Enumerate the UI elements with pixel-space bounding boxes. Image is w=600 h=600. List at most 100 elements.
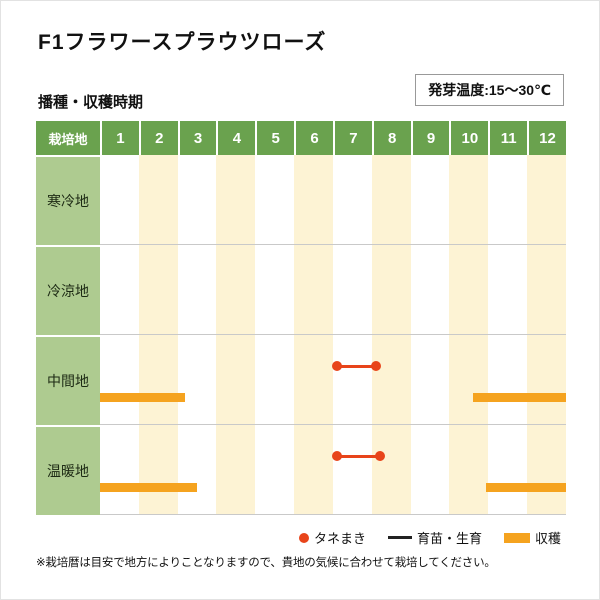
calendar-rows: 寒冷地 冷涼地 中間地 温暖地 (36, 155, 566, 515)
month-column (410, 335, 450, 424)
month-header-row: 1 2 3 4 5 6 7 8 9 10 11 12 (100, 121, 566, 155)
month-column (410, 245, 450, 334)
month-header-7: 7 (332, 121, 372, 155)
month-column (527, 245, 566, 334)
month-column (138, 245, 178, 334)
legend-label: タネまき (313, 531, 366, 546)
month-column (177, 155, 217, 244)
month-column (449, 245, 489, 334)
month-header-2: 2 (138, 121, 178, 155)
month-header-10: 10 (449, 121, 489, 155)
month-column (371, 245, 411, 334)
month-column (294, 425, 333, 514)
month-column (449, 335, 489, 424)
month-column (488, 425, 528, 514)
month-column (138, 425, 178, 514)
growth-line (336, 454, 380, 458)
month-column (138, 155, 178, 244)
red-dot-icon (298, 532, 309, 543)
month-header-12: 12 (527, 121, 566, 155)
sowing-dot-icon (370, 361, 381, 371)
month-header-1: 1 (100, 121, 139, 155)
region-label: 寒冷地 (36, 155, 100, 245)
row-timeline (100, 245, 566, 335)
calendar-row: 寒冷地 (36, 155, 566, 245)
month-column (255, 245, 295, 334)
month-header-8: 8 (371, 121, 411, 155)
sowing-period-marker (331, 451, 385, 461)
section-label: 播種・収穫時期 (38, 94, 144, 111)
page-title: F1フラワースプラウツローズ (38, 31, 327, 54)
month-column (100, 335, 139, 424)
month-column (527, 155, 566, 244)
legend-item: 育苗・生育 (387, 528, 482, 547)
month-column (100, 155, 139, 244)
harvest-period-bar (486, 483, 566, 492)
month-header-11: 11 (488, 121, 528, 155)
month-column (294, 245, 333, 334)
footnote: ※栽培暦は目安で地方によりことなりますので、貴地の気候に合わせて栽培してください… (36, 557, 496, 569)
harvest-period-bar (472, 393, 566, 402)
legend: タネまき 育苗・生育 収穫 (298, 528, 561, 547)
month-column (294, 155, 333, 244)
region-label: 冷涼地 (36, 245, 100, 335)
row-timeline (100, 155, 566, 245)
month-column (332, 425, 372, 514)
month-column (255, 335, 295, 424)
legend-label: 育苗・生育 (416, 531, 482, 546)
planting-calendar: 栽培地 1 2 3 4 5 6 7 8 9 10 11 12 寒冷地 冷涼地 中間地 温暖地 (36, 121, 566, 515)
month-column (488, 245, 528, 334)
region-column-header: 栽培地 (36, 121, 100, 155)
month-column (255, 155, 295, 244)
row-timeline (100, 425, 566, 515)
calendar-row: 冷涼地 (36, 245, 566, 335)
month-column (371, 425, 411, 514)
month-column (177, 425, 217, 514)
month-header-6: 6 (294, 121, 333, 155)
month-column (177, 245, 217, 334)
month-column (100, 425, 139, 514)
month-column (527, 335, 566, 424)
month-header-9: 9 (410, 121, 450, 155)
calendar-header: 栽培地 1 2 3 4 5 6 7 8 9 10 11 12 (36, 121, 566, 155)
germination-temp-badge: 発芽温度:15〜30℃ (415, 74, 564, 106)
month-header-3: 3 (177, 121, 217, 155)
harvest-period-bar (100, 483, 198, 492)
month-column (216, 155, 256, 244)
harvest-period-bar (100, 393, 186, 402)
month-header-4: 4 (216, 121, 256, 155)
legend-label: 収穫 (534, 531, 561, 546)
month-column (371, 335, 411, 424)
month-column (216, 335, 256, 424)
row-timeline (100, 335, 566, 425)
month-column (488, 335, 528, 424)
legend-item: 収穫 (503, 528, 561, 547)
month-column (449, 155, 489, 244)
month-column (177, 335, 217, 424)
month-column (138, 335, 178, 424)
sowing-dot-icon (374, 451, 385, 461)
month-column (100, 245, 139, 334)
month-column (216, 425, 256, 514)
growth-line (336, 364, 376, 368)
month-column (488, 155, 528, 244)
month-column (332, 245, 372, 334)
sowing-dot-icon (331, 361, 342, 371)
month-column (294, 335, 333, 424)
month-column (332, 335, 372, 424)
month-column (255, 425, 295, 514)
month-column (332, 155, 372, 244)
month-column (410, 425, 450, 514)
region-label: 温暖地 (36, 425, 100, 515)
calendar-row: 中間地 (36, 335, 566, 425)
month-column (371, 155, 411, 244)
calendar-row: 温暖地 (36, 425, 566, 515)
legend-item: タネまき (298, 528, 366, 547)
month-column (410, 155, 450, 244)
month-column (527, 425, 566, 514)
region-label: 中間地 (36, 335, 100, 425)
month-column (449, 425, 489, 514)
sowing-period-marker (331, 361, 381, 371)
sowing-dot-icon (331, 451, 342, 461)
